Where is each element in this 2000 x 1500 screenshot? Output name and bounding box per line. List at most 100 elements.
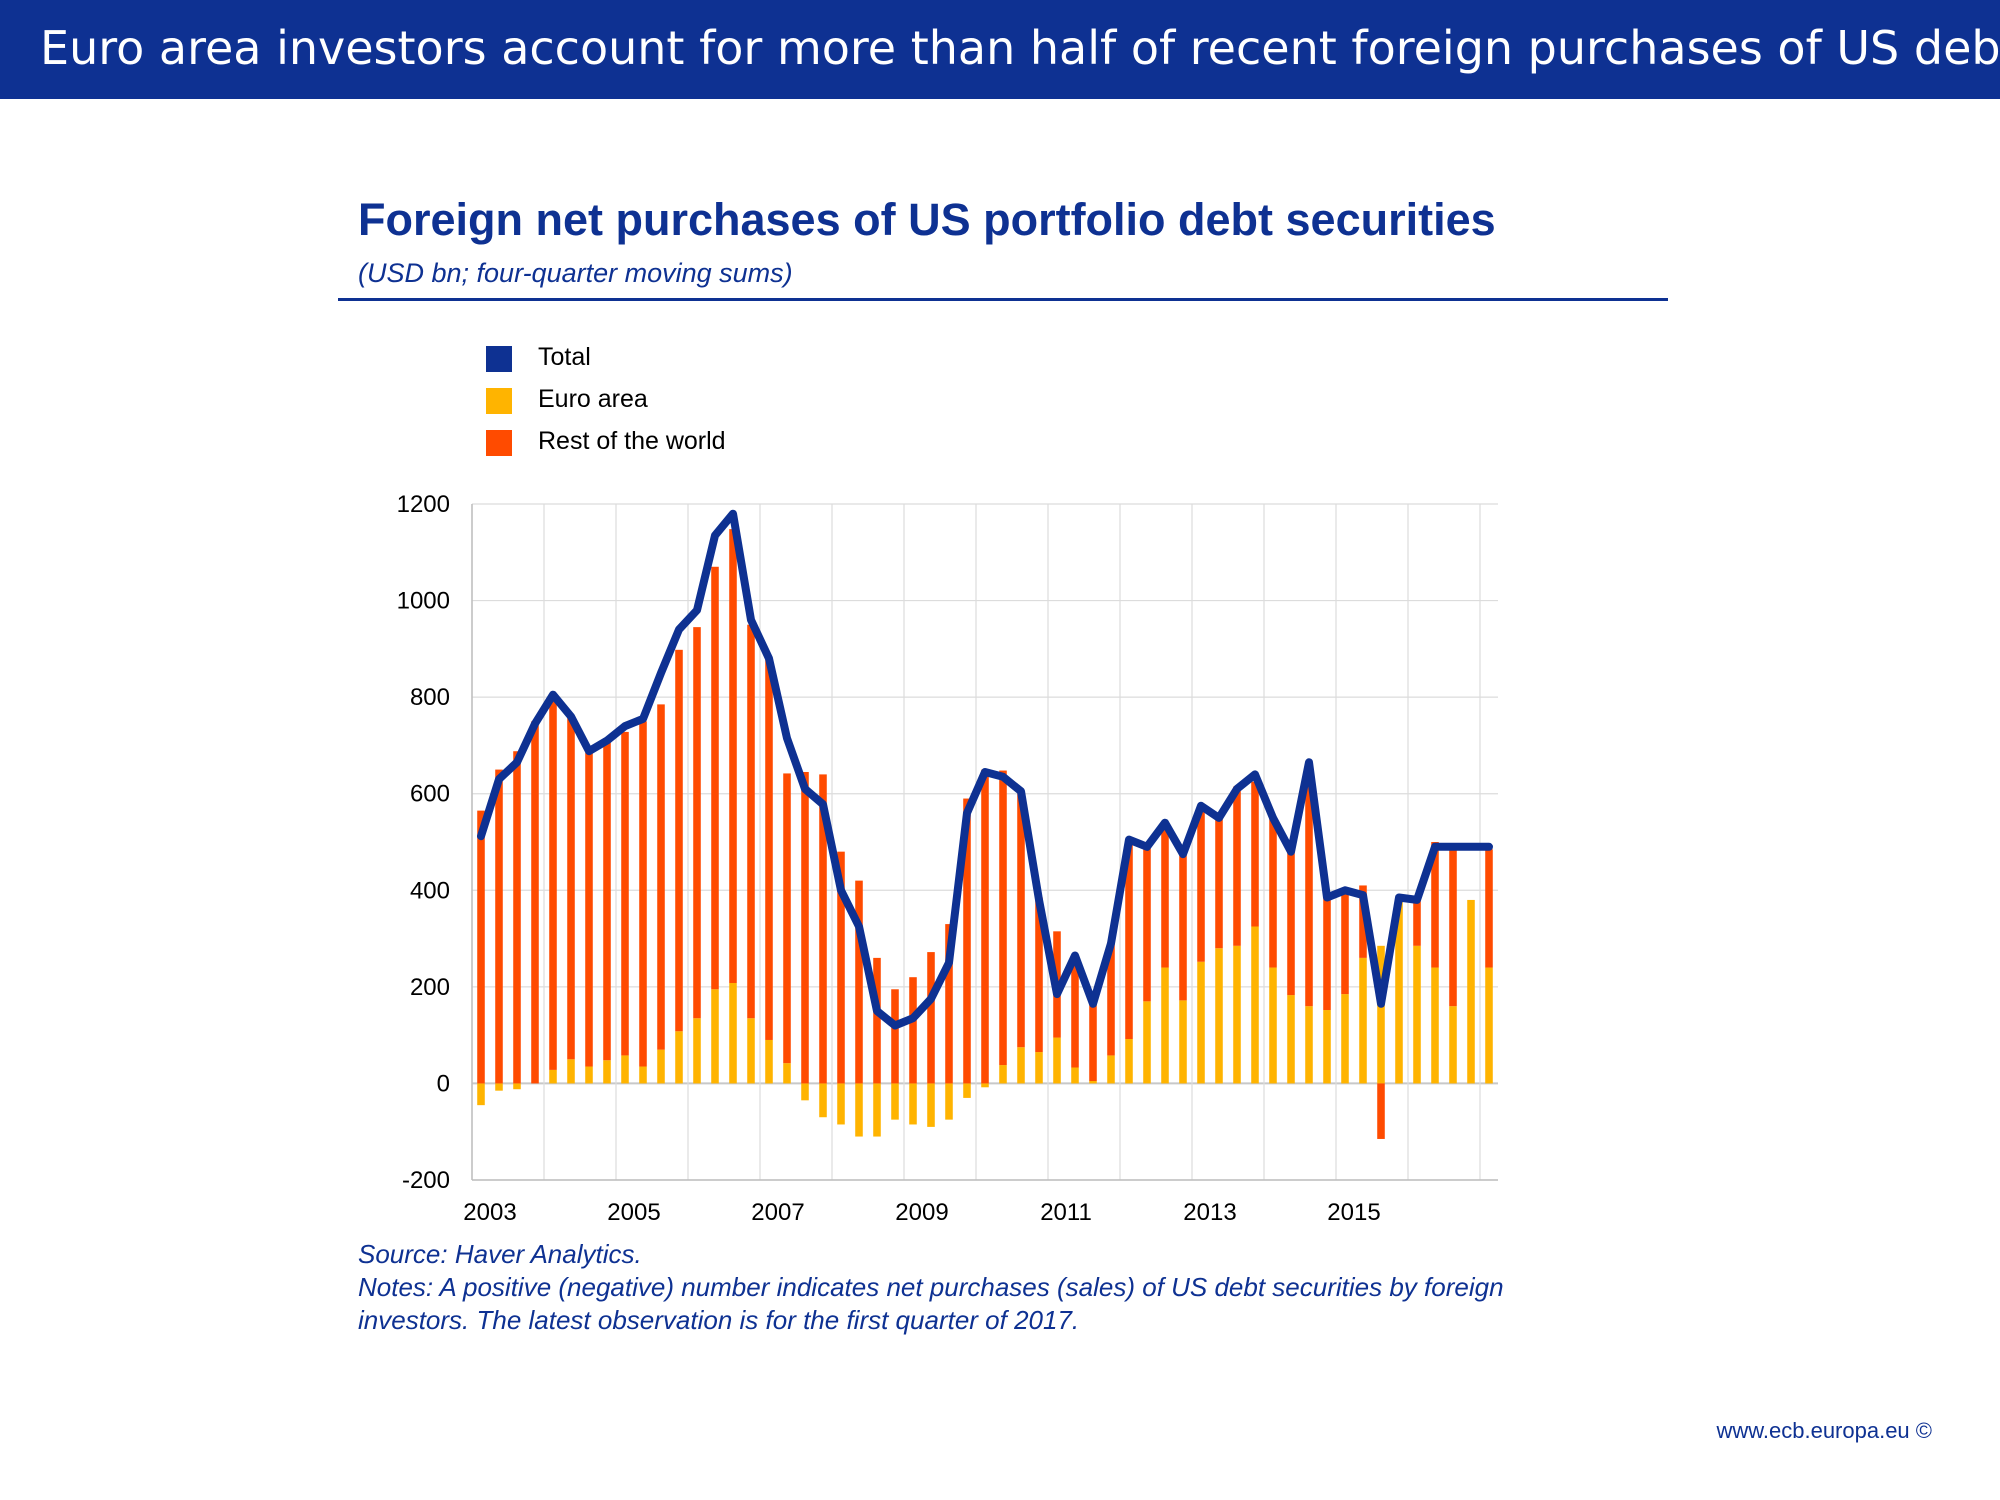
bar-euro-area — [1035, 1052, 1043, 1084]
bar-euro-area — [729, 982, 737, 1084]
bar-rest-of-world — [1089, 1003, 1097, 1082]
bar-rest-of-world — [531, 721, 539, 1084]
chart-title: Foreign net purchases of US portfolio de… — [358, 194, 1496, 245]
bar-rest-of-world — [1431, 842, 1439, 968]
bar-rest-of-world — [1017, 791, 1025, 1048]
bar-euro-area — [1377, 945, 1385, 1084]
bar-euro-area — [909, 1083, 917, 1125]
bar-euro-area — [801, 1083, 809, 1101]
bar-euro-area — [747, 1018, 755, 1084]
legend-label-rest-of-world: Rest of the world — [538, 427, 726, 455]
footer-url[interactable]: www.ecb.europa.eu © — [1716, 1418, 1932, 1443]
bar-rest-of-world — [495, 769, 503, 1084]
bar-euro-area — [999, 1065, 1007, 1084]
bar-rest-of-world — [1179, 850, 1187, 1001]
bar-rest-of-world — [945, 924, 953, 1084]
x-tick-label: 2011 — [1040, 1199, 1092, 1226]
bar-euro-area — [945, 1083, 953, 1120]
bar-rest-of-world — [1125, 841, 1133, 1040]
x-tick-label: 2005 — [607, 1199, 660, 1226]
bar-euro-area — [1305, 1006, 1313, 1084]
notes-line-2: investors. The latest observation is for… — [358, 1305, 1080, 1335]
bar-euro-area — [1431, 967, 1439, 1084]
bar-rest-of-world — [729, 529, 737, 983]
bar-euro-area — [495, 1083, 503, 1091]
bar-euro-area — [639, 1066, 647, 1084]
bar-rest-of-world — [1287, 850, 1295, 996]
bar-rest-of-world — [1197, 807, 1205, 962]
bar-euro-area — [1053, 1037, 1061, 1084]
bar-euro-area — [1197, 961, 1205, 1084]
bar-rest-of-world — [963, 798, 971, 1084]
bar-euro-area — [1017, 1047, 1025, 1084]
bar-euro-area — [711, 989, 719, 1084]
x-tick-label: 2009 — [895, 1199, 948, 1226]
y-tick-label: 400 — [410, 877, 450, 904]
legend-swatch-euro-area — [486, 388, 512, 414]
bar-rest-of-world — [1233, 786, 1241, 946]
bar-rest-of-world — [1215, 817, 1223, 949]
bar-rest-of-world — [1485, 849, 1493, 968]
bar-rest-of-world — [585, 752, 593, 1067]
bar-euro-area — [1359, 957, 1367, 1084]
bar-euro-area — [1269, 967, 1277, 1084]
bar-rest-of-world — [1323, 896, 1331, 1011]
bar-euro-area — [783, 1063, 791, 1084]
source-note: Source: Haver Analytics. — [358, 1239, 642, 1269]
bar-rest-of-world — [657, 704, 665, 1050]
bar-rest-of-world — [1377, 1083, 1385, 1139]
bar-euro-area — [513, 1083, 521, 1090]
bar-rest-of-world — [1161, 827, 1169, 968]
bar-rest-of-world — [1269, 817, 1277, 968]
bar-euro-area — [1215, 948, 1223, 1084]
bar-euro-area — [1413, 945, 1421, 1084]
y-tick-label: 600 — [410, 781, 450, 808]
bar-euro-area — [585, 1066, 593, 1084]
line-total — [477, 509, 1493, 1030]
bar-rest-of-world — [1359, 885, 1367, 958]
bar-euro-area — [855, 1083, 863, 1137]
y-tick-label: -200 — [402, 1167, 450, 1194]
bar-euro-area — [1467, 899, 1475, 1084]
bar-euro-area — [549, 1069, 557, 1084]
bar-euro-area — [1287, 995, 1295, 1084]
bar-euro-area — [1161, 967, 1169, 1084]
bar-rest-of-world — [639, 721, 647, 1067]
bar-rest-of-world — [1305, 769, 1313, 1007]
bar-rest-of-world — [837, 851, 845, 1084]
bar-euro-area — [891, 1083, 899, 1120]
bar-rest-of-world — [675, 649, 683, 1032]
bar-euro-area — [657, 1049, 665, 1084]
bar-rest-of-world — [891, 989, 899, 1084]
bar-euro-area — [819, 1083, 827, 1118]
bar-euro-area — [1089, 1081, 1097, 1084]
bar-euro-area — [1251, 926, 1259, 1084]
bar-euro-area — [693, 1018, 701, 1084]
y-tick-label: 0 — [437, 1070, 450, 1097]
bar-euro-area — [621, 1055, 629, 1084]
bar-euro-area — [927, 1083, 935, 1127]
bar-euro-area — [837, 1083, 845, 1125]
bar-rest-of-world — [1449, 846, 1457, 1007]
bar-euro-area — [1143, 1001, 1151, 1084]
bar-rest-of-world — [513, 751, 521, 1084]
bar-rest-of-world — [981, 769, 989, 1084]
banner-title: Euro area investors account for more tha… — [40, 21, 2000, 75]
bar-euro-area — [963, 1083, 971, 1098]
bar-rest-of-world — [1035, 897, 1043, 1053]
title-divider — [338, 298, 1668, 301]
bar-rest-of-world — [1071, 961, 1079, 1068]
bar-euro-area — [675, 1031, 683, 1084]
y-tick-label: 800 — [410, 684, 450, 711]
bar-rest-of-world — [801, 771, 809, 1084]
bar-euro-area — [981, 1083, 989, 1088]
y-tick-label: 200 — [410, 974, 450, 1001]
x-tick-label: 2015 — [1327, 1199, 1380, 1226]
bar-euro-area — [873, 1083, 881, 1137]
bar-rest-of-world — [1341, 892, 1349, 995]
bar-euro-area — [1107, 1055, 1115, 1084]
bar-rest-of-world — [873, 957, 881, 1084]
bar-rest-of-world — [477, 810, 485, 1084]
bar-rest-of-world — [549, 698, 557, 1070]
bar-rest-of-world — [819, 774, 827, 1084]
